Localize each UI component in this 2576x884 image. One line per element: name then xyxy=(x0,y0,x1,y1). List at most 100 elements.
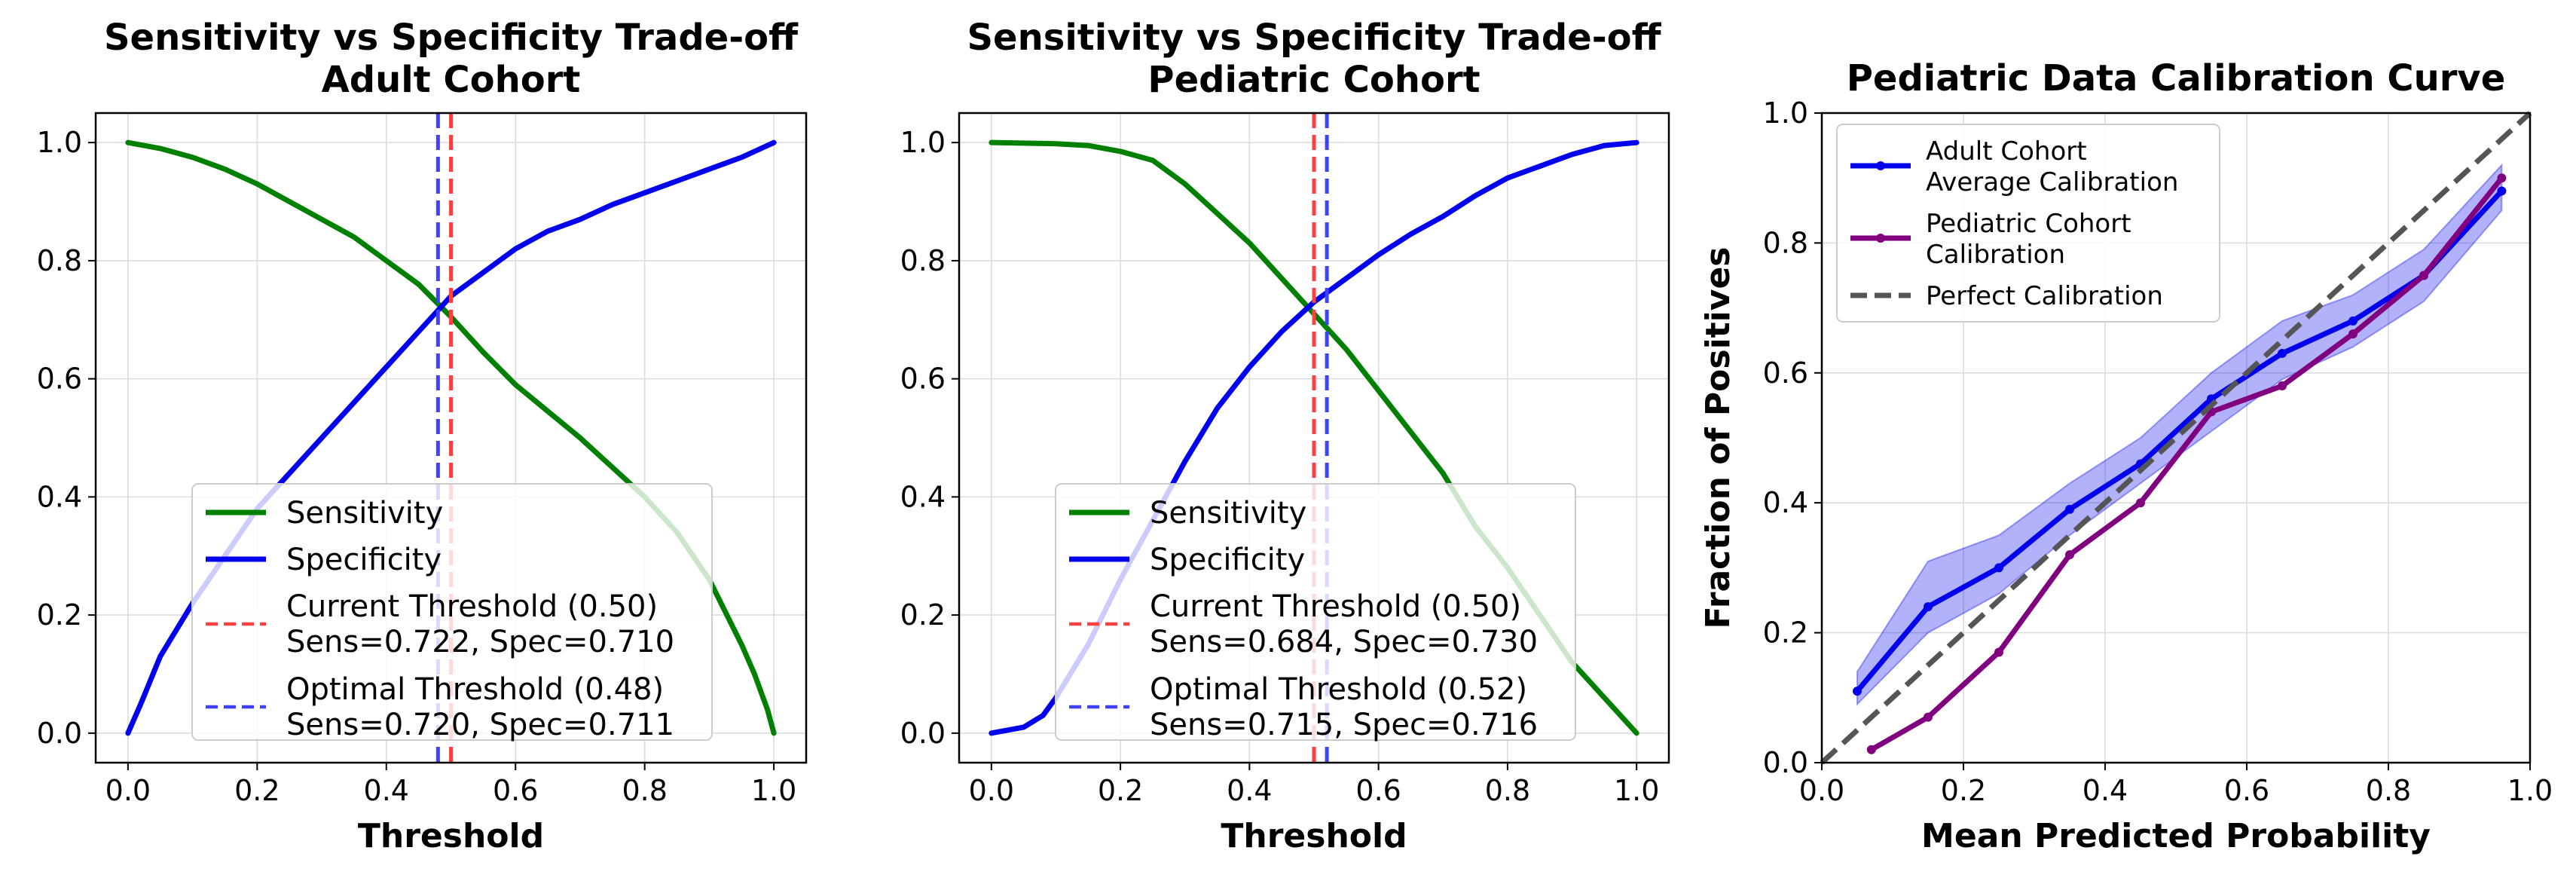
data-point xyxy=(2278,381,2287,391)
legend-entry: Current Threshold (0.50) Sens=0.684, Spec… xyxy=(1150,589,1538,659)
data-point xyxy=(1994,563,2003,573)
legend-entry: Adult Cohort Average Calibration xyxy=(1926,136,2178,197)
legend-entry-line: Perfect Calibration xyxy=(1926,281,2163,311)
series-line-perfect-calibration xyxy=(1820,111,2532,765)
legend-entry: Optimal Threshold (0.48) Sens=0.720, Spec… xyxy=(286,672,674,742)
y-tick-label: 0.6 xyxy=(900,362,946,396)
data-point xyxy=(2136,498,2145,508)
data-point xyxy=(1994,647,2003,657)
x-tick-label: 0.8 xyxy=(1485,774,1530,807)
legend-box xyxy=(1836,124,2220,323)
y-tick-label: 0.4 xyxy=(1763,486,1808,519)
legend-entry-line: Specificity xyxy=(286,543,442,577)
legend-entry: Sensitivity xyxy=(1150,496,1306,531)
y-tick-label: 0.2 xyxy=(900,598,946,632)
legend-marker xyxy=(1876,234,1885,243)
y-tick-label: 0.8 xyxy=(37,244,82,277)
legend-entry-line: Current Threshold (0.50) xyxy=(1150,589,1521,624)
y-tick-label: 0.6 xyxy=(37,362,82,396)
chart-panel-2: 0.0 0.2 0.4 0.6 0.8 1.0 0.0 0.2 0.4 0.6 0.8 1.0 Sens… xyxy=(900,17,1670,855)
legend-box xyxy=(191,483,713,741)
y-tick-label: 1.0 xyxy=(37,126,82,159)
data-point xyxy=(2065,504,2074,514)
x-axis-label: Threshold xyxy=(1221,817,1407,855)
legend-entry: Current Threshold (0.50) Sens=0.722, Spec… xyxy=(286,589,674,659)
legend-entry-line: Optimal Threshold (0.52) xyxy=(1150,672,1527,707)
x-tick-label: 0.0 xyxy=(105,774,151,807)
x-tick-label: 0.8 xyxy=(2366,774,2411,807)
legend-entry-line: Average Calibration xyxy=(1926,167,2178,197)
y-tick-label: 0.8 xyxy=(900,244,946,277)
legend-entry-line: Specificity xyxy=(1150,543,1305,577)
legend-entry: Perfect Calibration xyxy=(1926,281,2163,311)
data-point xyxy=(2419,271,2428,280)
x-tick-label: 0.8 xyxy=(622,774,667,807)
y-tick-label: 0.4 xyxy=(37,480,82,513)
series-line-sensitivity xyxy=(125,139,777,736)
legend-entry: Specificity xyxy=(286,543,442,577)
legend-entry: Sensitivity xyxy=(286,496,443,531)
y-tick-label: 1.0 xyxy=(900,126,946,159)
confidence-band xyxy=(1856,163,2503,706)
x-tick-label: 1.0 xyxy=(1614,774,1659,807)
data-point xyxy=(1866,745,1876,754)
data-point xyxy=(2348,316,2358,326)
series-line-adult-cohort xyxy=(1854,188,2504,694)
chart-title-line: Pediatric Cohort xyxy=(1147,59,1480,101)
y-axis-label: Fraction of Positives xyxy=(1699,247,1737,629)
legend-entry-line: Optimal Threshold (0.48) xyxy=(286,672,664,707)
x-tick-label: 0.2 xyxy=(1098,774,1143,807)
data-point xyxy=(2065,550,2074,560)
legend-entry-line: Sens=0.715, Spec=0.716 xyxy=(1150,708,1538,742)
legend-entry: Specificity xyxy=(1150,543,1305,577)
legend-marker xyxy=(1876,161,1885,170)
chart-title-line: Adult Cohort xyxy=(322,59,581,101)
y-tick-label: 0.0 xyxy=(900,717,946,750)
legend-entry: Pediatric Cohort Calibration xyxy=(1926,209,2131,270)
data-point xyxy=(2497,173,2507,183)
data-point xyxy=(2497,186,2507,196)
x-tick-label: 1.0 xyxy=(751,774,796,807)
y-tick-label: 0.6 xyxy=(1763,356,1808,390)
x-tick-label: 0.4 xyxy=(1227,774,1272,807)
chart-title: Sensitivity vs Specificity Trade-off Pedi… xyxy=(967,17,1661,101)
chart-panel-1: 0.0 0.2 0.4 0.6 0.8 1.0 0.0 0.2 0.4 0.6 0.8 1.0 Sens… xyxy=(37,17,808,855)
legend-box xyxy=(1055,483,1576,741)
x-tick-label: 0.6 xyxy=(2224,774,2269,807)
legend-entry-line: Sens=0.720, Spec=0.711 xyxy=(286,708,674,742)
legend-entry-line: Sens=0.684, Spec=0.730 xyxy=(1150,625,1538,659)
legend-entry-line: Calibration xyxy=(1926,240,2065,270)
y-tick-label: 0.2 xyxy=(37,598,82,632)
chart-title: Sensitivity vs Specificity Trade-off Adul… xyxy=(104,17,799,101)
x-tick-label: 0.4 xyxy=(364,774,409,807)
x-axis-label: Mean Predicted Probability xyxy=(1921,817,2431,855)
y-tick-label: 1.0 xyxy=(1763,96,1808,130)
x-tick-label: 0.0 xyxy=(1799,774,1844,807)
chart-title-line: Sensitivity vs Specificity Trade-off xyxy=(104,17,799,59)
legend-entry-line: Sensitivity xyxy=(286,496,443,531)
x-tick-label: 0.2 xyxy=(1941,774,1986,807)
legend-entry-line: Sensitivity xyxy=(1150,496,1306,531)
y-tick-label: 0.2 xyxy=(1763,616,1808,650)
x-tick-label: 1.0 xyxy=(2507,774,2553,807)
x-tick-label: 0.6 xyxy=(1355,774,1401,807)
plot-frame xyxy=(958,112,1670,764)
legend-entry: Optimal Threshold (0.52) Sens=0.715, Spec… xyxy=(1150,672,1538,742)
legend-entry-line: Adult Cohort xyxy=(1926,136,2087,167)
chart-title-line: Sensitivity vs Specificity Trade-off xyxy=(967,17,1661,59)
y-tick-label: 0.0 xyxy=(37,717,82,750)
data-point xyxy=(1924,602,1933,612)
y-tick-label: 0.0 xyxy=(1763,746,1808,779)
plot-frame xyxy=(94,112,808,764)
data-point xyxy=(1853,687,1862,696)
data-point xyxy=(1924,712,1933,722)
x-tick-label: 0.0 xyxy=(969,774,1014,807)
series-line-pediatric-cohort xyxy=(1869,175,2504,753)
chart-panel-3: 0.0 0.2 0.4 0.6 0.8 1.0 0.0 0.2 0.4 0.6 0.8 1.0 Pedi… xyxy=(1699,57,2553,855)
x-tick-label: 0.6 xyxy=(493,774,538,807)
chart-title: Pediatric Data Calibration Curve xyxy=(1847,57,2506,99)
plot-frame xyxy=(1820,112,2532,764)
x-tick-label: 0.4 xyxy=(2082,774,2128,807)
x-tick-label: 0.2 xyxy=(234,774,280,807)
